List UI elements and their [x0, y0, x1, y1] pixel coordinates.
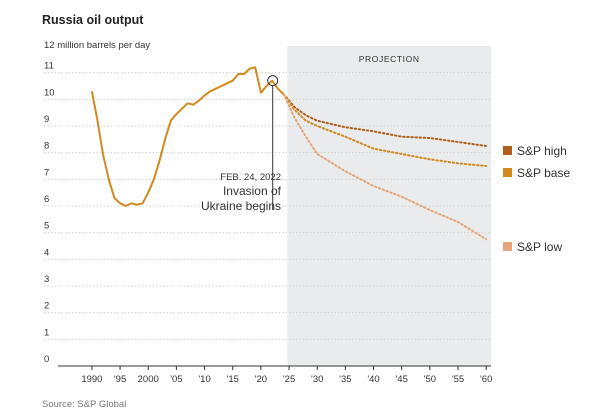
annotation-text-line-2: Ukraine begins [201, 199, 281, 213]
x-tick-labels: 1990 '95 2000 '05 '10 '15 '20 '25 '30 '35 '40 '45 '5… [81, 366, 492, 385]
x-tick-label: '15 [227, 374, 239, 385]
x-tick-label: '45 [395, 374, 407, 385]
projection-line-2 [282, 93, 488, 167]
y-tick-label: 8 [44, 141, 49, 152]
legend-swatch [503, 168, 512, 177]
y-tick-label: 6 [44, 194, 49, 205]
source-note: Source: S&P Global [42, 399, 126, 410]
chart-title: Russia oil output [42, 13, 144, 27]
annotation-text-line-1: Invasion of [223, 184, 282, 198]
x-tick-label: 2000 [138, 374, 159, 385]
y-tick-label: 2 [44, 301, 49, 312]
legend-label: S&P high [517, 144, 567, 158]
annotation: FEB. 24, 2022 Invasion of Ukraine begins [201, 75, 282, 213]
x-tick-label: '35 [339, 374, 351, 385]
x-tick-label: '50 [424, 374, 436, 385]
x-tick-label: '55 [452, 374, 464, 385]
y-tick-label: 11 [44, 61, 54, 72]
legend-swatch [503, 146, 512, 155]
x-tick-label: '30 [311, 374, 323, 385]
y-tick-label: 1 [44, 327, 49, 338]
y-axis-unit-label: 12 million barrels per day [44, 40, 150, 51]
x-tick-label: '40 [367, 374, 379, 385]
x-tick-label: '05 [170, 374, 182, 385]
y-tick-label: 5 [44, 221, 49, 232]
x-tick-label: 1990 [81, 374, 102, 385]
y-tick-label: 10 [44, 87, 55, 98]
x-tick-label: '95 [114, 374, 126, 385]
annotation-date: FEB. 24, 2022 [220, 172, 281, 183]
legend: S&P high S&P base S&P low [503, 144, 570, 254]
annotation-marker [267, 75, 279, 87]
y-tick-label: 3 [44, 274, 49, 285]
legend-label: S&P base [517, 166, 570, 180]
x-tick-label: '20 [255, 374, 267, 385]
y-tick-label: 9 [44, 114, 49, 125]
projection-label: PROJECTION [359, 54, 420, 64]
series-layer [90, 66, 488, 241]
x-tick-label: '25 [283, 374, 295, 385]
x-tick-label: '10 [198, 374, 210, 385]
y-tick-labels: 0 1 2 3 4 5 6 7 8 9 10 11 [44, 61, 55, 365]
projection-line-3 [282, 93, 488, 241]
gridlines [44, 72, 491, 340]
projection-line-1 [282, 93, 488, 147]
y-tick-label: 4 [44, 247, 49, 258]
historical-output-line [90, 66, 285, 207]
legend-swatch [503, 242, 512, 251]
y-tick-label: 7 [44, 167, 49, 178]
x-tick-label: '60 [480, 374, 492, 385]
y-tick-label: 0 [44, 354, 49, 365]
legend-label: S&P low [517, 240, 562, 254]
